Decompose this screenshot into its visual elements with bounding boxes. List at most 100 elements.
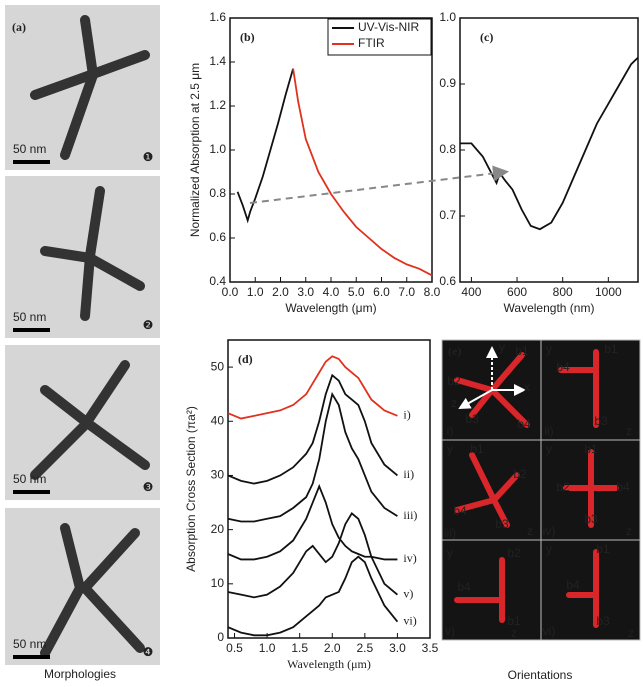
render-label: b3 [495,517,509,531]
caption: Orientations [508,668,573,682]
particle [40,246,145,291]
render-label: b3 [594,414,608,428]
y-tick-label: 20 [211,522,225,536]
render-cell [540,539,641,641]
data-line [292,68,433,277]
y-tick-label: 0.4 [209,274,226,288]
y-tick-label: 1.4 [209,54,226,68]
plot-frame [227,339,431,639]
render-label: b1 [596,542,610,556]
render-label: b4 [453,504,467,518]
particle [80,528,145,653]
render-label: b1 [584,442,598,456]
render-label: b3 [584,512,598,526]
morphology-index: ❶ [143,150,154,164]
data-line [227,555,399,637]
y-tick-label: 1.6 [209,10,226,24]
x-tick-label: 0.0 [222,285,239,299]
y-axis-label: Normalized Absorption at 2.5 μm [188,63,202,237]
view-label: iv) [543,524,556,538]
series-label: iv) [403,551,416,565]
particle-arm [489,387,530,428]
data-line [227,391,398,523]
view-label: i) [447,424,454,438]
particle-arm [454,497,497,513]
x-axis-label: Wavelength (μm) [287,657,371,671]
y-tick-label: 0 [217,630,224,644]
particle [40,385,150,470]
x-tick-label: 0.5 [226,641,243,655]
render-label: y [546,542,552,556]
x-tick-label: 2.5 [356,641,373,655]
particle-arm [469,452,497,503]
morphology-index: ❸ [143,480,154,494]
render-label: y [447,546,453,560]
y-tick-label: 0.7 [439,208,456,222]
render-label: b3 [465,412,479,426]
y-tick-label: 0.6 [209,230,226,244]
scale-label: 50 nm [13,142,46,156]
caption: Morphologies [44,667,116,681]
morphology-index: ❹ [143,645,154,659]
x-tick-label: 3.0 [297,285,314,299]
panel-label: (a) [12,20,26,34]
x-tick-label: 7.0 [398,285,415,299]
render-label: b4 [517,417,531,431]
render-label: b4 [616,480,630,494]
render-label: b1 [604,342,618,356]
x-tick-label: 3.0 [389,641,406,655]
render-label: b1 [515,344,529,358]
y-tick-label: 0.6 [439,274,456,288]
y-tick-label: 50 [211,359,225,373]
particle-arm [454,377,495,393]
data-line [236,68,294,224]
x-tick-label: 1.0 [247,285,264,299]
series-label: v) [403,586,413,600]
render-label: y [447,442,453,456]
x-tick-label: 5.0 [348,285,365,299]
x-tick-label: 1.5 [291,641,308,655]
x-tick-label: 2.0 [324,641,341,655]
view-label: iii) [444,526,456,540]
legend-label: FTIR [358,36,385,50]
render-label: b2 [513,467,527,481]
scale-label: 50 nm [13,637,46,651]
render-label: z [451,396,457,410]
render-label: z [626,524,632,538]
x-axis-label: Wavelength (μm) [285,301,376,315]
y-tick-label: 30 [211,468,225,482]
data-line [227,483,398,561]
series-label: vi) [403,613,416,627]
x-tick-label: 400 [461,285,481,299]
data-line [227,355,398,420]
axis-arrow [458,389,493,409]
series-label: ii) [403,467,414,481]
view-label: v) [445,624,455,638]
render-label: b1 [470,442,484,456]
y-tick-label: 1.0 [439,10,456,24]
render-label: b4 [566,578,580,592]
legend-frame [327,18,432,56]
render-label: y [546,342,552,356]
connector-arrow [249,165,509,204]
x-tick-label: 2.0 [272,285,289,299]
x-tick-label: 1.0 [259,641,276,655]
particle-arm [469,387,495,418]
morphology-index: ❷ [143,318,154,332]
render-label: z [626,424,632,438]
x-tick-label: 800 [553,285,573,299]
render-label: b2 [447,374,461,388]
render-cell [540,339,641,441]
panel-label: (b) [240,30,255,44]
x-tick-label: 600 [507,285,527,299]
render-label: b4 [457,580,471,594]
render-label: x [524,380,530,394]
render-label: z [628,626,634,640]
particle-arm [489,352,525,393]
particle-arm [491,472,520,503]
data-line [227,373,398,485]
panel-label: (e) [448,344,461,358]
y-tick-label: 0.8 [209,186,226,200]
